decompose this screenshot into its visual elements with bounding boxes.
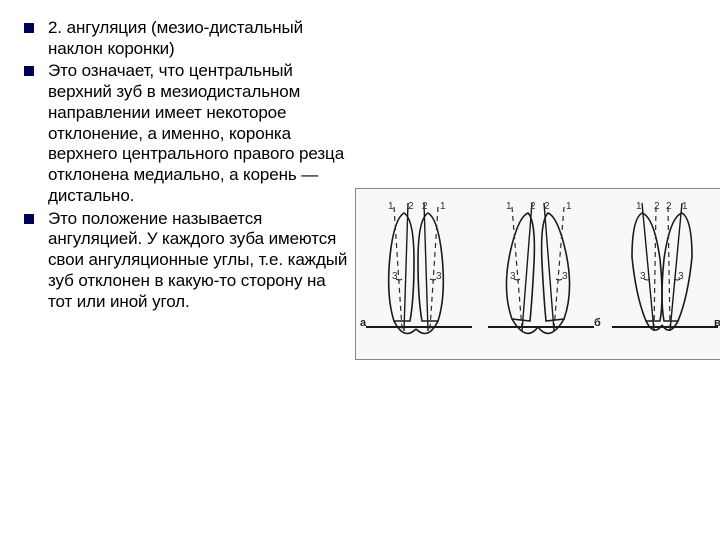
num-label: 2 [544, 201, 550, 212]
panel-label-b: б [594, 317, 601, 329]
bullet-marker-icon [24, 66, 34, 76]
tooth-panel-a: 1 2 2 1 3 3 [364, 201, 474, 341]
num-label: 1 [566, 201, 572, 212]
bullet-item: 2. ангуляция (мезио-дистальный наклон ко… [18, 18, 353, 59]
num-label: 1 [388, 201, 394, 212]
bullet-text: Это положение называется ангуляцией. У к… [48, 209, 353, 313]
tooth-panel-c: 1 2 2 1 3 3 [610, 201, 720, 341]
num-label: 2 [408, 201, 414, 212]
bullet-text: 2. ангуляция (мезио-дистальный наклон ко… [48, 18, 353, 59]
tooth-svg-c [610, 201, 720, 341]
num-label: 3 [392, 271, 398, 282]
num-label: 2 [654, 201, 660, 212]
num-label: 3 [436, 271, 442, 282]
diagram-column: 1 2 2 1 3 3 а [353, 18, 720, 360]
num-label: 1 [682, 201, 688, 212]
panel-label-c: в [714, 317, 720, 329]
num-label: 3 [510, 271, 516, 282]
num-label: 3 [562, 271, 568, 282]
text-column: 2. ангуляция (мезио-дистальный наклон ко… [18, 18, 353, 360]
tooth-svg-b [486, 201, 596, 341]
bullet-item: Это положение называется ангуляцией. У к… [18, 209, 353, 313]
num-label: 1 [636, 201, 642, 212]
bullet-marker-icon [24, 214, 34, 224]
num-label: 1 [506, 201, 512, 212]
num-label: 3 [640, 271, 646, 282]
num-label: 2 [666, 201, 672, 212]
bullet-item: Это означает, что центральный верхний зу… [18, 61, 353, 206]
tooth-panel-b: 1 2 2 1 3 3 [486, 201, 596, 341]
angulation-diagram: 1 2 2 1 3 3 а [355, 188, 720, 360]
num-label: 3 [678, 271, 684, 282]
tooth-svg-a [364, 201, 474, 341]
bullet-text: Это означает, что центральный верхний зу… [48, 61, 353, 206]
num-label: 2 [422, 201, 428, 212]
slide-content: 2. ангуляция (мезио-дистальный наклон ко… [0, 0, 720, 372]
num-label: 2 [530, 201, 536, 212]
panel-label-a: а [360, 317, 366, 329]
num-label: 1 [440, 201, 446, 212]
bullet-marker-icon [24, 23, 34, 33]
